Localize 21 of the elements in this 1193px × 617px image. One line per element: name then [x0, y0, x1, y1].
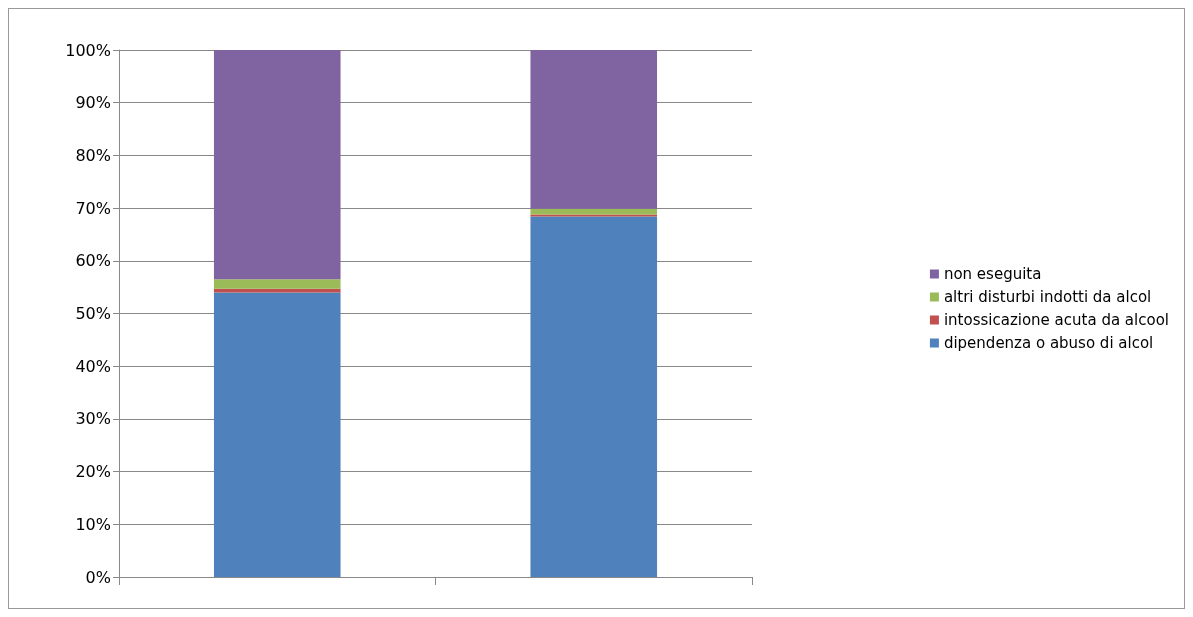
y-tick-label: 60%: [75, 251, 111, 271]
legend-label: altri disturbi indotti da alcol: [943, 288, 1152, 306]
y-tick-label: 100%: [65, 40, 111, 60]
bar: [213, 292, 341, 577]
y-tick-label: 80%: [75, 145, 111, 165]
legend-label: intossicazione acuta da alcool: [943, 311, 1170, 329]
bar: [213, 279, 341, 289]
y-tick-label: 70%: [75, 198, 111, 218]
bar: [530, 216, 658, 577]
y-tick-label: 20%: [75, 462, 111, 482]
legend-label: non eseguita: [943, 265, 1042, 283]
y-tick-label: 50%: [75, 304, 111, 323]
y-tick-label: 90%: [75, 93, 111, 113]
y-tick-label: 30%: [75, 409, 111, 429]
bar: [530, 50, 658, 209]
y-tick-label: 0%: [85, 567, 111, 587]
legend-label: dipendenza o abuso di alcol: [943, 334, 1154, 352]
y-tick-label: 40%: [75, 356, 111, 376]
bar: [213, 50, 341, 280]
y-tick-label: 10%: [75, 514, 111, 534]
bar: [530, 214, 658, 217]
